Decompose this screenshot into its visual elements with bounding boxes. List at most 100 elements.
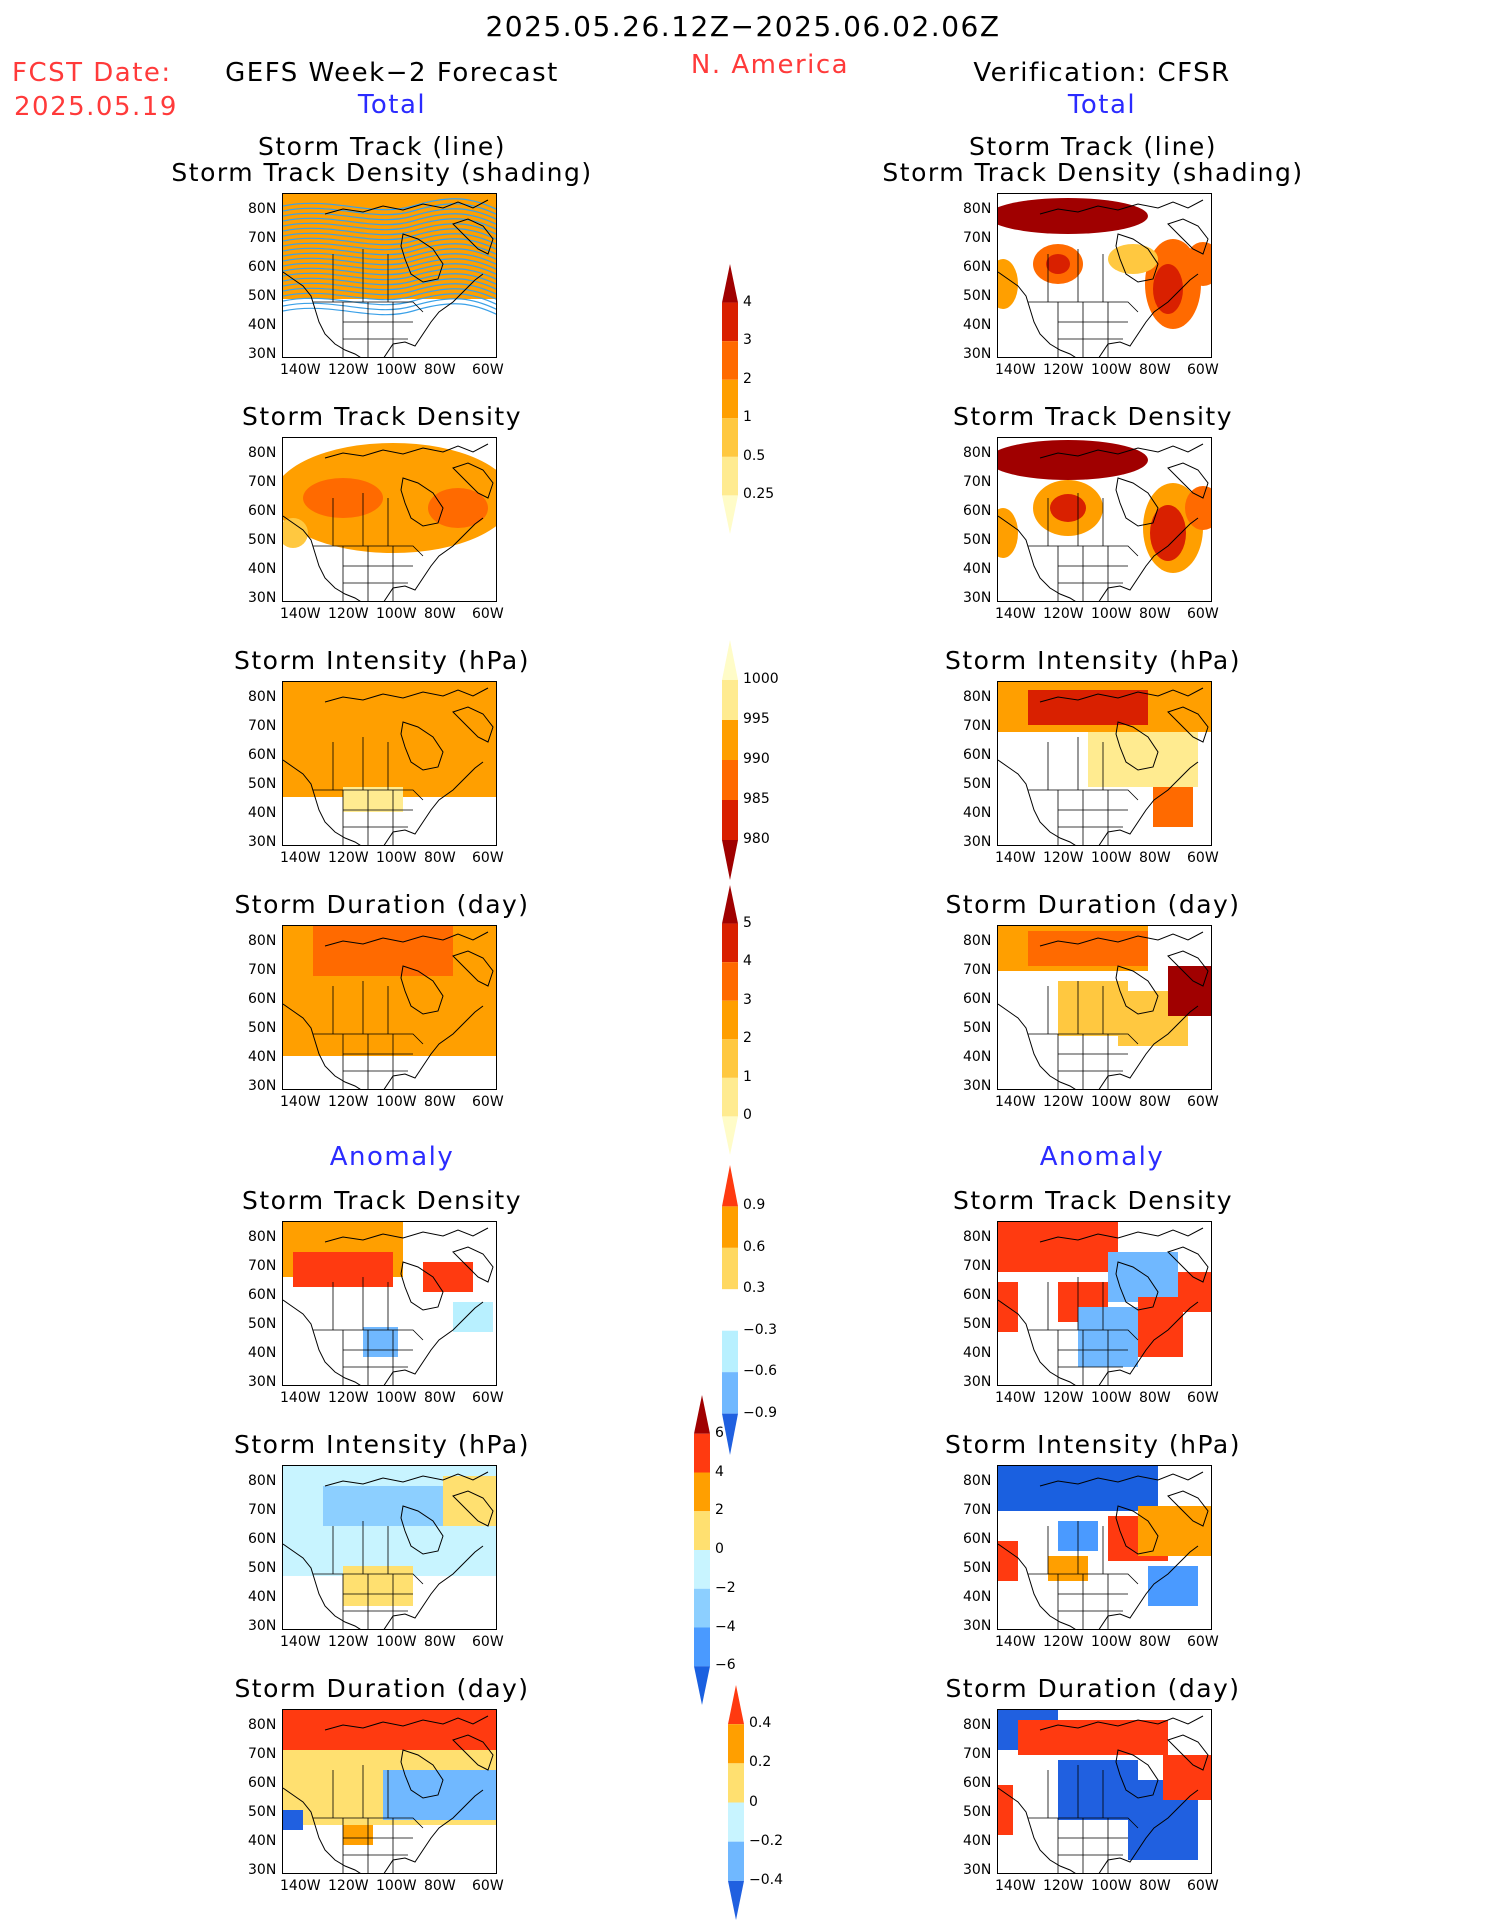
lon-tick-label: 120W bbox=[328, 850, 369, 866]
lon-tick-label: 100W bbox=[1091, 1878, 1132, 1894]
lat-tick-label: 70N bbox=[963, 1502, 992, 1518]
map-left-density bbox=[282, 437, 497, 602]
lat-tick-label: 30N bbox=[248, 1374, 277, 1390]
colorbar-label: 980 bbox=[743, 831, 770, 847]
lat-tick-label: 50N bbox=[248, 532, 277, 548]
lat-tick-label: 80N bbox=[248, 445, 277, 461]
lat-tick-label: 80N bbox=[248, 933, 277, 949]
colorbar-label: −0.6 bbox=[743, 1363, 777, 1380]
lon-tick-label: 80W bbox=[1139, 1878, 1171, 1894]
lat-tick-label: 60N bbox=[963, 1287, 992, 1303]
lat-tick-label: 60N bbox=[963, 259, 992, 275]
lon-tick-label: 100W bbox=[1091, 362, 1132, 378]
lon-tick-label: 100W bbox=[376, 362, 417, 378]
lat-tick-label: 80N bbox=[248, 1717, 277, 1733]
map-right-density bbox=[997, 437, 1212, 602]
map-left-anom-density bbox=[282, 1221, 497, 1386]
lon-tick-label: 140W bbox=[995, 1094, 1036, 1110]
lon-tick-label: 80W bbox=[424, 1878, 456, 1894]
lon-tick-label: 140W bbox=[280, 362, 321, 378]
map-right-duration bbox=[997, 925, 1212, 1090]
colorbar-label: 990 bbox=[743, 751, 770, 767]
title-right-anom-density: Storm Track Density bbox=[952, 1186, 1234, 1215]
map-right-anom-density bbox=[997, 1221, 1212, 1386]
left-total-label: Total bbox=[357, 90, 427, 120]
lat-tick-label: 70N bbox=[963, 962, 992, 978]
lon-tick-label: 60W bbox=[472, 850, 504, 866]
lon-tick-label: 100W bbox=[1091, 850, 1132, 866]
lon-tick-label: 60W bbox=[472, 606, 504, 622]
colorbar-label: 995 bbox=[743, 711, 770, 727]
lat-tick-label: 30N bbox=[963, 346, 992, 362]
lat-tick-label: 50N bbox=[248, 288, 277, 304]
lon-tick-label: 60W bbox=[472, 1094, 504, 1110]
lon-tick-label: 60W bbox=[472, 1634, 504, 1650]
lat-tick-label: 40N bbox=[248, 1049, 277, 1065]
lon-tick-label: 140W bbox=[280, 1878, 321, 1894]
lat-tick-label: 70N bbox=[248, 1746, 277, 1762]
left-anomaly-label: Anomaly bbox=[329, 1142, 455, 1172]
lat-tick-label: 30N bbox=[963, 834, 992, 850]
colorbar-label: 6 bbox=[715, 1424, 724, 1441]
colorbar-duration-total bbox=[722, 885, 738, 1155]
lon-tick-label: 120W bbox=[328, 606, 369, 622]
lon-tick-label: 80W bbox=[1139, 606, 1171, 622]
title-left-anom-intensity: Storm Intensity (hPa) bbox=[234, 1430, 530, 1459]
colorbar-label: −4 bbox=[715, 1618, 736, 1635]
lat-tick-label: 70N bbox=[248, 230, 277, 246]
colorbar-label: 0.9 bbox=[743, 1197, 766, 1214]
left-model-title: GEFS Week−2 Forecast bbox=[225, 58, 559, 88]
colorbar-intensity-anomaly bbox=[694, 1395, 710, 1705]
lon-tick-label: 100W bbox=[376, 1878, 417, 1894]
map-left-anom-duration bbox=[282, 1709, 497, 1874]
lat-tick-label: 40N bbox=[248, 561, 277, 577]
lon-tick-label: 80W bbox=[424, 362, 456, 378]
colorbar-label: 0.5 bbox=[743, 447, 766, 464]
lat-tick-label: 30N bbox=[248, 834, 277, 850]
lon-tick-label: 140W bbox=[280, 1634, 321, 1650]
lat-tick-label: 60N bbox=[963, 503, 992, 519]
lat-tick-label: 40N bbox=[963, 561, 992, 577]
lat-tick-label: 80N bbox=[248, 1229, 277, 1245]
map-right-intensity bbox=[997, 681, 1212, 846]
lat-tick-label: 50N bbox=[963, 1316, 992, 1332]
colorbar-label: −0.9 bbox=[743, 1404, 777, 1421]
lon-tick-label: 60W bbox=[1187, 1878, 1219, 1894]
lon-tick-label: 80W bbox=[1139, 850, 1171, 866]
period-title: 2025.05.26.12Z−2025.06.02.06Z bbox=[485, 10, 1001, 43]
lat-tick-label: 80N bbox=[963, 689, 992, 705]
lat-tick-label: 60N bbox=[963, 747, 992, 763]
lon-tick-label: 140W bbox=[995, 362, 1036, 378]
lat-tick-label: 40N bbox=[963, 1049, 992, 1065]
lon-tick-label: 140W bbox=[995, 1634, 1036, 1650]
lat-tick-label: 30N bbox=[248, 1078, 277, 1094]
lat-tick-label: 40N bbox=[963, 1589, 992, 1605]
fcst-date-label: FCST Date: bbox=[12, 58, 172, 88]
colorbar-label: 4 bbox=[743, 293, 752, 310]
lat-tick-label: 80N bbox=[248, 1473, 277, 1489]
lon-tick-label: 120W bbox=[1043, 1390, 1084, 1406]
lon-tick-label: 140W bbox=[280, 606, 321, 622]
lat-tick-label: 60N bbox=[963, 1531, 992, 1547]
colorbar-duration-anomaly bbox=[728, 1685, 744, 1920]
colorbar-label: 1 bbox=[743, 409, 752, 426]
lat-tick-label: 70N bbox=[963, 474, 992, 490]
lat-tick-label: 50N bbox=[963, 1020, 992, 1036]
lat-tick-label: 30N bbox=[248, 346, 277, 362]
colorbar-label: 0.6 bbox=[743, 1238, 766, 1255]
lat-tick-label: 80N bbox=[963, 933, 992, 949]
lat-tick-label: 60N bbox=[248, 1531, 277, 1547]
lon-tick-label: 60W bbox=[1187, 1094, 1219, 1110]
lat-tick-label: 70N bbox=[248, 718, 277, 734]
colorbar-label: 0.4 bbox=[749, 1715, 772, 1732]
region-title: N. America bbox=[690, 50, 850, 80]
lat-tick-label: 40N bbox=[963, 1833, 992, 1849]
title-right-track-shading: Storm Track Density (shading) bbox=[882, 158, 1304, 187]
lon-tick-label: 120W bbox=[328, 1634, 369, 1650]
lon-tick-label: 120W bbox=[1043, 1878, 1084, 1894]
title-right-density: Storm Track Density bbox=[952, 402, 1234, 431]
lat-tick-label: 80N bbox=[963, 1717, 992, 1733]
lon-tick-label: 100W bbox=[376, 1634, 417, 1650]
lat-tick-label: 40N bbox=[248, 805, 277, 821]
lat-tick-label: 70N bbox=[963, 230, 992, 246]
